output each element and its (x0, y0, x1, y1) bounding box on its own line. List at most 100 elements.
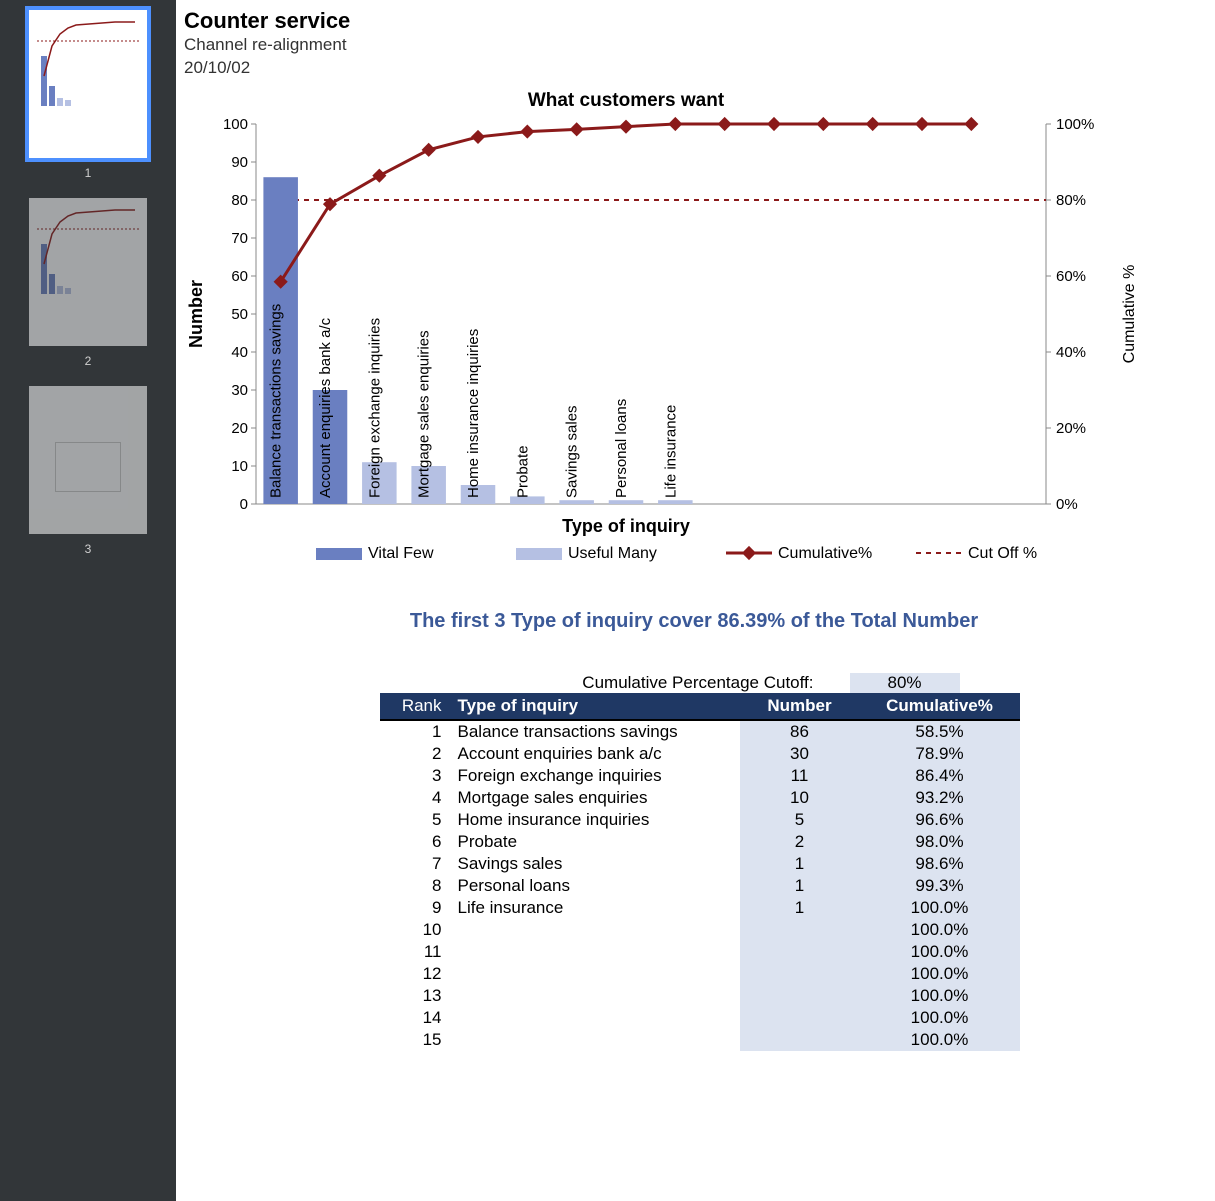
svg-text:20: 20 (231, 420, 248, 437)
cell-number: 1 (740, 897, 860, 919)
cell-rank: 11 (380, 941, 450, 963)
table-row: 4Mortgage sales enquiries1093.2% (380, 787, 1020, 809)
cell-type (450, 919, 740, 941)
cell-rank: 8 (380, 875, 450, 897)
svg-text:Foreign exchange inquiries: Foreign exchange inquiries (366, 318, 383, 498)
cell-rank: 2 (380, 743, 450, 765)
thumbnail-2[interactable] (29, 198, 147, 346)
svg-text:Number: Number (186, 280, 206, 348)
pareto-chart: What customers want010203040506070809010… (184, 88, 1204, 608)
cell-number (740, 963, 860, 985)
cell-rank: 7 (380, 853, 450, 875)
thumbnail-3[interactable] (29, 386, 147, 534)
cell-rank: 4 (380, 787, 450, 809)
cell-number: 5 (740, 809, 860, 831)
cell-rank: 13 (380, 985, 450, 1007)
table-row: 2Account enquiries bank a/c3078.9% (380, 743, 1020, 765)
svg-text:Cut Off %: Cut Off % (968, 545, 1037, 562)
cell-cumulative: 100.0% (860, 985, 1020, 1007)
svg-text:Probate: Probate (514, 445, 531, 498)
svg-text:Personal loans: Personal loans (613, 399, 630, 498)
svg-text:80: 80 (231, 192, 248, 209)
svg-text:Home insurance inquiries: Home insurance inquiries (465, 329, 482, 498)
cell-cumulative: 98.6% (860, 853, 1020, 875)
cell-type: Mortgage sales enquiries (450, 787, 740, 809)
svg-text:Account enquiries bank a/c: Account enquiries bank a/c (317, 317, 334, 498)
svg-text:Cumulative %: Cumulative % (1121, 265, 1138, 364)
cell-type: Life insurance (450, 897, 740, 919)
cell-cumulative: 96.6% (860, 809, 1020, 831)
col-number: Number (740, 693, 860, 720)
cell-number (740, 1007, 860, 1029)
svg-text:30: 30 (231, 382, 248, 399)
cell-number: 11 (740, 765, 860, 787)
cell-type: Home insurance inquiries (450, 809, 740, 831)
cell-cumulative: 100.0% (860, 1029, 1020, 1051)
cell-rank: 14 (380, 1007, 450, 1029)
svg-text:40: 40 (231, 344, 248, 361)
svg-text:0%: 0% (1056, 496, 1078, 513)
cell-rank: 6 (380, 831, 450, 853)
svg-text:What customers want: What customers want (528, 90, 725, 111)
svg-text:20%: 20% (1056, 420, 1086, 437)
table-row: 13 100.0% (380, 985, 1020, 1007)
cell-type (450, 1007, 740, 1029)
table-row: 1Balance transactions savings8658.5% (380, 720, 1020, 743)
cell-type: Account enquiries bank a/c (450, 743, 740, 765)
cell-cumulative: 93.2% (860, 787, 1020, 809)
cutoff-label: Cumulative Percentage Cutoff: (380, 673, 850, 693)
page-title: Counter service (184, 8, 1215, 34)
table-row: 5Home insurance inquiries596.6% (380, 809, 1020, 831)
table-row: 8Personal loans199.3% (380, 875, 1020, 897)
table-row: 10 100.0% (380, 919, 1020, 941)
svg-text:10: 10 (231, 458, 248, 475)
col-cumulative: Cumulative% (860, 693, 1020, 720)
cell-rank: 15 (380, 1029, 450, 1051)
data-table: Rank Type of inquiry Number Cumulative% … (380, 693, 1020, 1051)
svg-text:50: 50 (231, 306, 248, 323)
svg-text:Cumulative%: Cumulative% (778, 545, 872, 562)
svg-text:90: 90 (231, 154, 248, 171)
cell-type: Savings sales (450, 853, 740, 875)
table-row: 9Life insurance1100.0% (380, 897, 1020, 919)
cell-type: Foreign exchange inquiries (450, 765, 740, 787)
summary-text: The first 3 Type of inquiry cover 86.39%… (184, 610, 1204, 633)
cell-cumulative: 100.0% (860, 919, 1020, 941)
cell-rank: 12 (380, 963, 450, 985)
thumbnail-number: 2 (85, 354, 92, 368)
svg-text:Balance transactions savings: Balance transactions savings (268, 304, 285, 498)
cell-rank: 10 (380, 919, 450, 941)
svg-text:100%: 100% (1056, 116, 1094, 133)
cell-type (450, 941, 740, 963)
table-row: 11 100.0% (380, 941, 1020, 963)
cell-type (450, 985, 740, 1007)
cutoff-row: Cumulative Percentage Cutoff: 80% (380, 673, 1020, 693)
page-subtitle-2: 20/10/02 (184, 57, 1215, 80)
cell-cumulative: 100.0% (860, 1007, 1020, 1029)
table-row: 14 100.0% (380, 1007, 1020, 1029)
thumbnail-sidebar: 123 (0, 0, 176, 1201)
cell-cumulative: 86.4% (860, 765, 1020, 787)
cell-type: Probate (450, 831, 740, 853)
cell-cumulative: 100.0% (860, 963, 1020, 985)
svg-text:Savings sales: Savings sales (564, 405, 581, 498)
table-row: 3Foreign exchange inquiries1186.4% (380, 765, 1020, 787)
cell-rank: 3 (380, 765, 450, 787)
cell-type: Personal loans (450, 875, 740, 897)
cell-cumulative: 100.0% (860, 941, 1020, 963)
main-content: Counter service Channel re-alignment 20/… (176, 0, 1215, 1201)
svg-text:40%: 40% (1056, 344, 1086, 361)
table-row: 6Probate298.0% (380, 831, 1020, 853)
cell-number: 10 (740, 787, 860, 809)
table-row: 15 100.0% (380, 1029, 1020, 1051)
svg-text:70: 70 (231, 230, 248, 247)
svg-text:Mortgage sales enquiries: Mortgage sales enquiries (416, 330, 433, 498)
cell-type (450, 1029, 740, 1051)
cell-cumulative: 78.9% (860, 743, 1020, 765)
cell-cumulative: 99.3% (860, 875, 1020, 897)
cutoff-value: 80% (850, 673, 960, 693)
cell-number (740, 919, 860, 941)
cell-cumulative: 98.0% (860, 831, 1020, 853)
cell-rank: 9 (380, 897, 450, 919)
thumbnail-1[interactable] (29, 10, 147, 158)
